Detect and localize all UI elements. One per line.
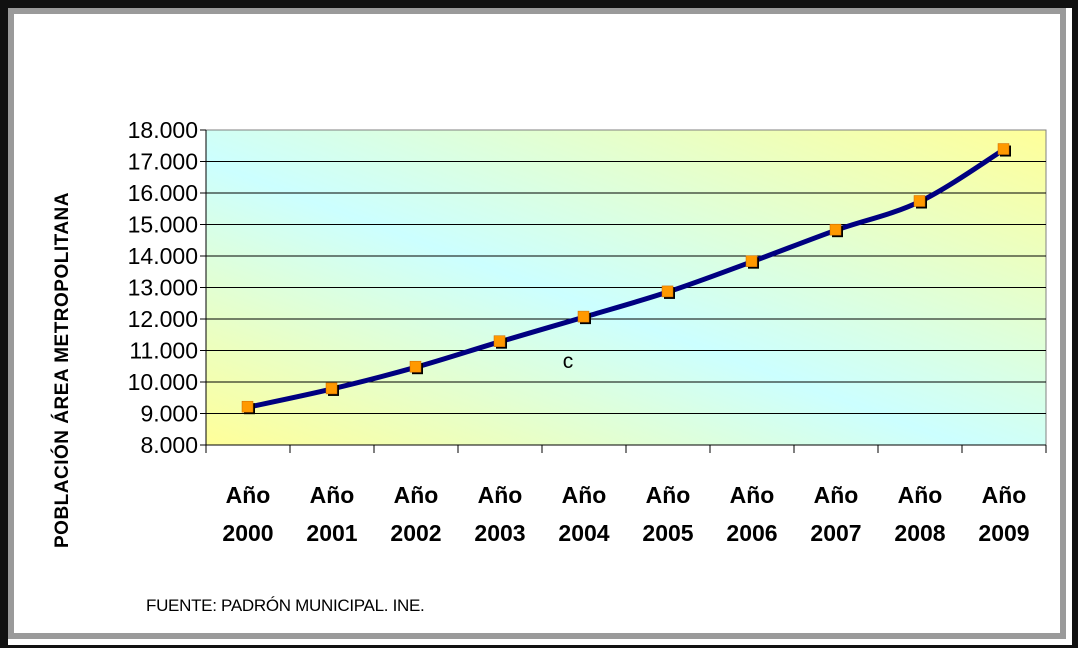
y-tick-label: 12.000 [128,306,198,332]
data-point [661,285,674,298]
y-tick-label: 14.000 [128,243,198,269]
series-markers [241,143,1011,415]
x-tick-label: Año 2007 [810,482,861,546]
y-tick-label: 13.000 [128,275,198,301]
data-point [409,360,422,373]
data-point [325,382,338,395]
data-point [829,223,842,236]
y-tick-label: 8.000 [140,432,198,458]
y-tick-label: 17.000 [128,149,198,175]
data-point [493,335,506,347]
y-axis-label: POBLACIÓN ÁREA METROPOLITANA [51,192,73,548]
y-tick-label: 11.000 [129,338,198,364]
chart-inner-border [8,8,1066,639]
data-point [577,310,590,323]
x-tick-label: Año 2002 [390,482,441,546]
y-axis: 8.000 9.000 10.000 11.000 12.000 13.000 14.000… [128,117,207,458]
series-population [245,147,1007,410]
data-point [913,195,926,207]
x-tick-label: Año 2001 [306,482,357,546]
x-tick-label: Año 2008 [894,482,945,546]
data-point [745,255,758,267]
data-point [241,400,254,413]
x-tick-label: Año 2000 [222,482,273,546]
x-tick-label: Año 2005 [642,482,693,546]
y-tick-label: 18.000 [128,117,198,143]
x-tick-label: Año 2003 [474,482,525,546]
series-line [245,147,1007,410]
x-tick-label: Año 2006 [726,482,777,546]
x-tick-label: Año 2009 [978,482,1029,546]
y-tick-label: 16.000 [128,180,198,206]
y-tick-label: 15.000 [128,212,198,238]
data-point [997,143,1010,155]
annotation-c: c [563,350,574,373]
x-tick-label: Año 2004 [558,482,609,546]
y-tick-label: 9.000 [140,401,198,427]
y-tick-label: 10.000 [128,369,198,395]
x-axis: Año 2000 Año 2001 Año 2002 Año 2003 Año 2004 Año 20… [205,444,1047,546]
gridlines [206,161,1046,414]
source-note: FUENTE: PADRÓN MUNICIPAL. INE. [146,596,424,615]
